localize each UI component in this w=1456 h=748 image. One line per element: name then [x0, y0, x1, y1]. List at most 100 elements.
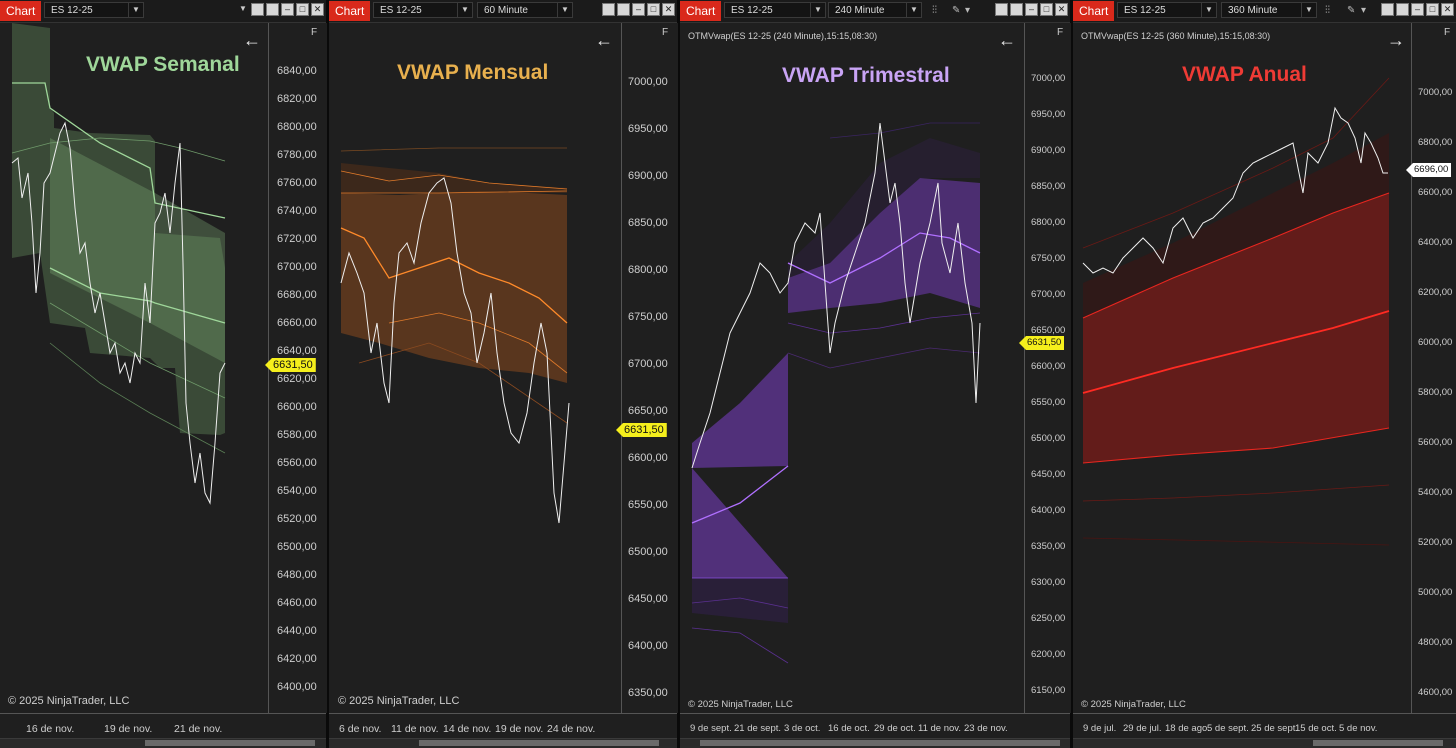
chevron-down-icon[interactable]: ▾: [1361, 5, 1367, 16]
tile-icon[interactable]: [602, 3, 615, 16]
y-tick: 6800,00: [277, 121, 317, 133]
vwap-band-inner: [50, 138, 225, 363]
chart-menu-button[interactable]: Chart: [329, 1, 371, 21]
interval-selector[interactable]: 360 Minute ▼: [1221, 2, 1317, 18]
chevron-down-icon[interactable]: ▾: [965, 5, 971, 16]
vwap-line: [1082, 310, 1390, 394]
maximize-icon[interactable]: □: [647, 3, 660, 16]
close-icon[interactable]: ✕: [662, 3, 675, 16]
scrollbar-thumb[interactable]: [145, 740, 315, 746]
price-axis[interactable]: F 7000,00 6800,00 6600,00 6400,00 6200,0…: [1406, 23, 1456, 713]
arrow-left-icon[interactable]: ←: [595, 30, 613, 50]
horizontal-scrollbar[interactable]: [1073, 738, 1456, 748]
drawing-tool-icon[interactable]: ✎: [1347, 5, 1356, 16]
bar-type-icon[interactable]: ⫶⫶: [932, 5, 937, 16]
close-icon[interactable]: ✕: [1441, 3, 1454, 16]
vwap-band-outer: [341, 191, 567, 383]
y-tick: 6800,00: [1031, 217, 1066, 228]
instrument-value: ES 12-25: [731, 5, 773, 16]
tile-icon[interactable]: [1381, 3, 1394, 16]
instrument-selector[interactable]: ES 12-25 ▼: [373, 2, 473, 18]
scrollbar-thumb[interactable]: [1313, 740, 1443, 746]
minimize-icon[interactable]: –: [281, 3, 294, 16]
arrow-left-icon[interactable]: ←: [243, 30, 261, 50]
time-axis[interactable]: 9 de jul. 29 de jul. 18 de ago. 5 de sep…: [1073, 713, 1456, 740]
scrollbar-thumb[interactable]: [700, 740, 1060, 746]
arrow-left-icon[interactable]: ←: [998, 30, 1016, 50]
axis-f-label[interactable]: F: [311, 27, 318, 38]
price-plot[interactable]: OTMVwap(ES 12-25 (240 Minute),15:15,08:3…: [680, 23, 1024, 713]
minimize-icon[interactable]: –: [1025, 3, 1038, 16]
vwap-band-line: [691, 627, 789, 664]
y-tick: 6520,00: [277, 513, 317, 525]
time-axis[interactable]: 16 de nov. 19 de nov. 21 de nov.: [0, 713, 326, 740]
x-tick: 11 de nov.: [918, 723, 961, 734]
monthly-chart-svg: [340, 147, 570, 524]
interval-selector[interactable]: 60 Minute ▼: [477, 2, 573, 18]
chevron-down-icon[interactable]: ▼: [1301, 3, 1316, 17]
tile-icon[interactable]: [1396, 3, 1409, 16]
minimize-icon[interactable]: –: [1411, 3, 1424, 16]
interval-selector[interactable]: 240 Minute ▼: [828, 2, 922, 18]
chevron-down-icon[interactable]: ▼: [810, 3, 825, 17]
bar-type-icon[interactable]: ⫶⫶: [1325, 5, 1330, 16]
horizontal-scrollbar[interactable]: [329, 738, 677, 748]
instrument-selector[interactable]: ES 12-25 ▼: [724, 2, 826, 18]
price-plot[interactable]: VWAP Mensual ← © 2025 NinjaTrader, LLC: [329, 23, 621, 713]
interval-selector[interactable]: ▼: [150, 2, 250, 18]
price-plot[interactable]: VWAP Semanal ← © 2025 NinjaTrader, LLC: [0, 23, 268, 713]
chevron-down-icon[interactable]: ▼: [557, 3, 572, 17]
pane-title: VWAP Mensual: [397, 61, 549, 84]
chevron-down-icon[interactable]: ▼: [906, 3, 921, 17]
chart-menu-button[interactable]: Chart: [0, 1, 42, 21]
y-tick: 6400,00: [1418, 237, 1453, 248]
axis-f-label[interactable]: F: [1444, 27, 1451, 38]
chevron-down-icon[interactable]: ▼: [128, 3, 143, 17]
y-tick: 6800,00: [628, 264, 668, 276]
x-tick: 16 de oct.: [828, 723, 870, 734]
maximize-icon[interactable]: □: [296, 3, 309, 16]
x-tick: 14 de nov.: [443, 723, 492, 735]
time-axis[interactable]: 6 de nov. 11 de nov. 14 de nov. 19 de no…: [329, 713, 677, 740]
quarterly-chart-svg: [691, 122, 981, 664]
y-tick: 6440,00: [277, 625, 317, 637]
close-icon[interactable]: ✕: [1055, 3, 1068, 16]
chart-menu-button[interactable]: Chart: [680, 1, 722, 21]
time-axis[interactable]: 9 de sept. 21 de sept. 3 de oct. 16 de o…: [680, 713, 1070, 740]
price-axis[interactable]: F 7000,00 6950,00 6900,00 6850,00 6800,0…: [1019, 23, 1071, 713]
maximize-icon[interactable]: □: [1040, 3, 1053, 16]
window-controls: – □ ✕: [995, 3, 1068, 17]
chart-toolbar: Chart ES 12-25 ▼ 240 Minute ▼ ⫶⫶ ✎ ▾ – □…: [680, 0, 1070, 23]
y-tick: 6780,00: [277, 149, 317, 161]
close-icon[interactable]: ✕: [311, 3, 324, 16]
y-tick: 6820,00: [277, 93, 317, 105]
y-tick: 6500,00: [628, 546, 668, 558]
pane-title: VWAP Anual: [1182, 63, 1307, 86]
vwap-band-upper: [341, 163, 567, 193]
tile-icon[interactable]: [617, 3, 630, 16]
axis-f-label[interactable]: F: [1057, 27, 1064, 38]
arrow-right-icon[interactable]: →: [1387, 30, 1405, 50]
chart-menu-button[interactable]: Chart: [1073, 1, 1115, 21]
instrument-selector[interactable]: ES 12-25 ▼: [44, 2, 144, 18]
horizontal-scrollbar[interactable]: [0, 738, 326, 748]
chevron-down-icon[interactable]: ▼: [457, 3, 472, 17]
tile-icon[interactable]: [1010, 3, 1023, 16]
maximize-icon[interactable]: □: [1426, 3, 1439, 16]
tile-icon[interactable]: [251, 3, 264, 16]
horizontal-scrollbar[interactable]: [680, 738, 1070, 748]
y-tick: 6750,00: [1031, 253, 1066, 264]
minimize-icon[interactable]: –: [632, 3, 645, 16]
axis-f-label[interactable]: F: [662, 27, 669, 38]
instrument-selector[interactable]: ES 12-25 ▼: [1117, 2, 1217, 18]
price-plot[interactable]: OTMVwap(ES 12-25 (360 Minute),15:15,08:3…: [1073, 23, 1411, 713]
price-axis[interactable]: F 7000,00 6950,00 6900,00 6850,00 6800,0…: [616, 23, 678, 713]
tile-icon[interactable]: [995, 3, 1008, 16]
chevron-down-icon[interactable]: ▼: [1201, 3, 1216, 17]
drawing-tool-icon[interactable]: ✎: [952, 5, 961, 16]
chevron-down-icon[interactable]: ▼: [239, 4, 247, 13]
y-tick: 6650,00: [628, 405, 668, 417]
scrollbar-thumb[interactable]: [419, 740, 659, 746]
tile-icon[interactable]: [266, 3, 279, 16]
price-axis[interactable]: F 6840,00 6820,00 6800,00 6780,00 6760,0…: [265, 23, 327, 713]
